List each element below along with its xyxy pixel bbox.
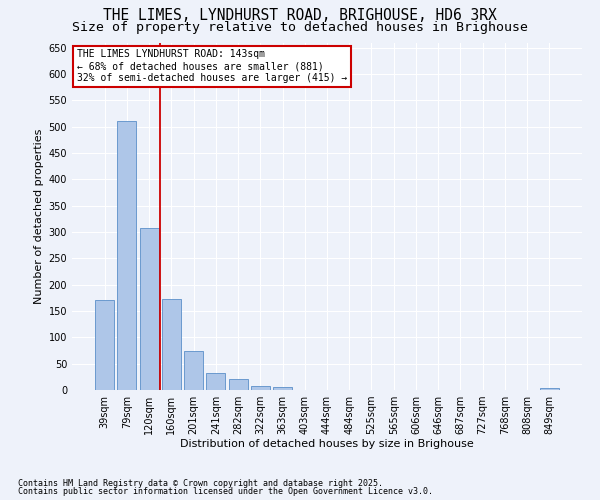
X-axis label: Distribution of detached houses by size in Brighouse: Distribution of detached houses by size … — [180, 438, 474, 448]
Y-axis label: Number of detached properties: Number of detached properties — [34, 128, 44, 304]
Bar — [229, 380, 248, 390]
Text: Contains HM Land Registry data © Crown copyright and database right 2025.: Contains HM Land Registry data © Crown c… — [18, 478, 383, 488]
Bar — [95, 300, 114, 390]
Bar — [184, 350, 203, 390]
Bar — [251, 386, 270, 390]
Bar — [206, 372, 225, 390]
Text: THE LIMES, LYNDHURST ROAD, BRIGHOUSE, HD6 3RX: THE LIMES, LYNDHURST ROAD, BRIGHOUSE, HD… — [103, 8, 497, 22]
Bar — [162, 299, 181, 390]
Text: Size of property relative to detached houses in Brighouse: Size of property relative to detached ho… — [72, 21, 528, 34]
Text: THE LIMES LYNDHURST ROAD: 143sqm
← 68% of detached houses are smaller (881)
32% : THE LIMES LYNDHURST ROAD: 143sqm ← 68% o… — [77, 50, 347, 82]
Bar — [118, 122, 136, 390]
Bar — [140, 228, 158, 390]
Bar — [540, 388, 559, 390]
Bar — [273, 388, 292, 390]
Text: Contains public sector information licensed under the Open Government Licence v3: Contains public sector information licen… — [18, 487, 433, 496]
